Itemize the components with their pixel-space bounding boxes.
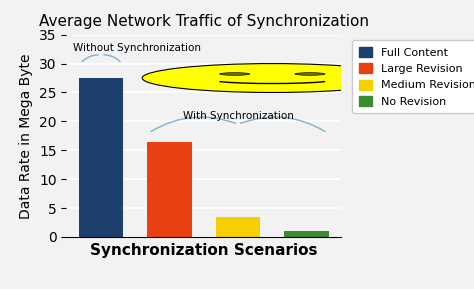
Ellipse shape xyxy=(142,64,402,92)
Bar xyxy=(147,142,192,237)
X-axis label: Synchronization Scenarios: Synchronization Scenarios xyxy=(90,242,318,257)
Bar xyxy=(79,78,123,237)
Bar xyxy=(284,231,329,237)
Circle shape xyxy=(295,73,325,75)
Text: Without Synchronization: Without Synchronization xyxy=(73,43,201,53)
Text: With Synchronization: With Synchronization xyxy=(182,111,293,121)
Bar xyxy=(216,217,260,237)
Circle shape xyxy=(219,73,250,75)
Legend: Full Content, Large Revision, Medium Revision, No Revision: Full Content, Large Revision, Medium Rev… xyxy=(352,40,474,113)
Title: Average Network Traffic of Synchronization: Average Network Traffic of Synchronizati… xyxy=(39,14,369,29)
Y-axis label: Data Rate in Mega Byte: Data Rate in Mega Byte xyxy=(19,53,34,218)
